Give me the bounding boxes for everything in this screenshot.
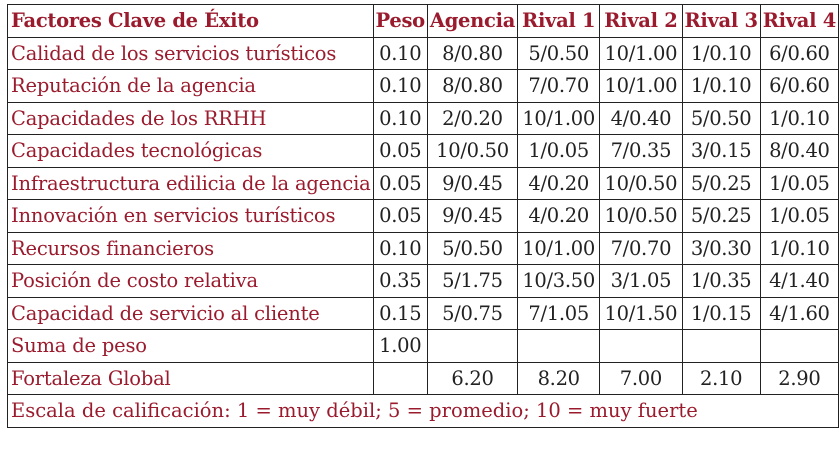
rival-4-cell: 1/0.05 bbox=[759, 199, 839, 233]
rival-3-cell: 5/0.50 bbox=[681, 101, 761, 135]
weight-cell: 0.05 bbox=[372, 199, 428, 233]
rival-3-cell: 1/0.10 bbox=[681, 36, 761, 70]
rival-2-cell: 10/0.50 bbox=[599, 166, 683, 200]
scale-note-row: Escala de calificación: 1 = muy débil; 5… bbox=[7, 394, 839, 428]
weight-cell: 0.10 bbox=[372, 36, 428, 70]
factor-label: Calidad de los servicios turísticos bbox=[7, 36, 374, 70]
rival-3-cell: 3/0.30 bbox=[681, 231, 761, 265]
rival-1-cell: 1/0.05 bbox=[517, 134, 601, 168]
agency-cell: 10/0.50 bbox=[426, 134, 519, 168]
table-row: Innovación en servicios turísticos 0.05 … bbox=[7, 199, 839, 233]
empty-cell bbox=[599, 329, 683, 363]
weight-cell: 0.10 bbox=[372, 69, 428, 103]
table-row: Capacidades tecnológicas 0.05 10/0.50 1/… bbox=[7, 134, 839, 168]
header-rival-2: Rival 2 bbox=[599, 4, 683, 38]
agency-cell: 5/0.50 bbox=[426, 231, 519, 265]
rival-3-cell: 1/0.10 bbox=[681, 69, 761, 103]
rival-3-cell: 5/0.25 bbox=[681, 199, 761, 233]
rival-2-total: 7.00 bbox=[599, 361, 683, 395]
header-weight: Peso bbox=[372, 4, 428, 38]
rival-2-cell: 3/1.05 bbox=[599, 264, 683, 298]
overall-strength-label: Fortaleza Global bbox=[7, 361, 374, 395]
rival-3-total: 2.10 bbox=[681, 361, 761, 395]
rival-2-cell: 10/1.00 bbox=[599, 36, 683, 70]
agency-cell: 8/0.80 bbox=[426, 69, 519, 103]
weight-cell: 0.05 bbox=[372, 134, 428, 168]
weight-cell: 0.35 bbox=[372, 264, 428, 298]
header-rival-3: Rival 3 bbox=[681, 4, 761, 38]
table-row: Capacidades de los RRHH 0.10 2/0.20 10/1… bbox=[7, 101, 839, 135]
rival-4-cell: 6/0.60 bbox=[759, 69, 839, 103]
header-agency: Agencia bbox=[426, 4, 519, 38]
table-row: Reputación de la agencia 0.10 8/0.80 7/0… bbox=[7, 69, 839, 103]
header-row: Factores Clave de Éxito Peso Agencia Riv… bbox=[7, 4, 839, 38]
factor-label: Reputación de la agencia bbox=[7, 69, 374, 103]
matrix-table: Factores Clave de Éxito Peso Agencia Riv… bbox=[7, 4, 839, 428]
scale-note: Escala de calificación: 1 = muy débil; 5… bbox=[7, 394, 839, 428]
agency-cell: 9/0.45 bbox=[426, 166, 519, 200]
agency-cell: 9/0.45 bbox=[426, 199, 519, 233]
table-row: Posición de costo relativa 0.35 5/1.75 1… bbox=[7, 264, 839, 298]
agency-cell: 5/0.75 bbox=[426, 296, 519, 330]
agency-cell: 2/0.20 bbox=[426, 101, 519, 135]
rival-1-cell: 7/1.05 bbox=[517, 296, 601, 330]
factor-label: Infraestructura edilicia de la agencia bbox=[7, 166, 374, 200]
rival-1-cell: 7/0.70 bbox=[517, 69, 601, 103]
rival-3-cell: 3/0.15 bbox=[681, 134, 761, 168]
rival-1-cell: 4/0.20 bbox=[517, 199, 601, 233]
header-rival-4: Rival 4 bbox=[759, 4, 839, 38]
rival-4-cell: 6/0.60 bbox=[759, 36, 839, 70]
rival-1-cell: 4/0.20 bbox=[517, 166, 601, 200]
header-rival-1: Rival 1 bbox=[517, 4, 601, 38]
factor-label: Recursos financieros bbox=[7, 231, 374, 265]
factor-label: Capacidad de servicio al cliente bbox=[7, 296, 374, 330]
empty-cell bbox=[759, 329, 839, 363]
empty-cell bbox=[426, 329, 519, 363]
empty-cell bbox=[681, 329, 761, 363]
rival-3-cell: 1/0.35 bbox=[681, 264, 761, 298]
rival-2-cell: 4/0.40 bbox=[599, 101, 683, 135]
rival-2-cell: 10/0.50 bbox=[599, 199, 683, 233]
weight-cell: 0.10 bbox=[372, 231, 428, 265]
factor-label: Capacidades tecnológicas bbox=[7, 134, 374, 168]
rival-4-cell: 1/0.10 bbox=[759, 101, 839, 135]
rival-2-cell: 10/1.00 bbox=[599, 69, 683, 103]
rival-2-cell: 10/1.50 bbox=[599, 296, 683, 330]
factor-label: Innovación en servicios turísticos bbox=[7, 199, 374, 233]
table-row: Calidad de los servicios turísticos 0.10… bbox=[7, 36, 839, 70]
empty-cell bbox=[372, 361, 428, 395]
rival-3-cell: 5/0.25 bbox=[681, 166, 761, 200]
weight-cell: 0.05 bbox=[372, 166, 428, 200]
rival-4-cell: 1/0.10 bbox=[759, 231, 839, 265]
rival-1-cell: 5/0.50 bbox=[517, 36, 601, 70]
rival-4-cell: 4/1.60 bbox=[759, 296, 839, 330]
rival-4-cell: 4/1.40 bbox=[759, 264, 839, 298]
weight-sum-row: Suma de peso 1.00 bbox=[7, 329, 839, 363]
weight-sum-label: Suma de peso bbox=[7, 329, 374, 363]
weight-sum-value: 1.00 bbox=[372, 329, 428, 363]
agency-total: 6.20 bbox=[426, 361, 519, 395]
rival-1-cell: 10/1.00 bbox=[517, 231, 601, 265]
rival-1-total: 8.20 bbox=[517, 361, 601, 395]
table-row: Capacidad de servicio al cliente 0.15 5/… bbox=[7, 296, 839, 330]
rival-2-cell: 7/0.35 bbox=[599, 134, 683, 168]
weight-cell: 0.15 bbox=[372, 296, 428, 330]
rival-3-cell: 1/0.15 bbox=[681, 296, 761, 330]
overall-strength-row: Fortaleza Global 6.20 8.20 7.00 2.10 2.9… bbox=[7, 361, 839, 395]
agency-cell: 5/1.75 bbox=[426, 264, 519, 298]
agency-cell: 8/0.80 bbox=[426, 36, 519, 70]
rival-1-cell: 10/3.50 bbox=[517, 264, 601, 298]
rival-4-cell: 8/0.40 bbox=[759, 134, 839, 168]
weight-cell: 0.10 bbox=[372, 101, 428, 135]
table-row: Recursos financieros 0.10 5/0.50 10/1.00… bbox=[7, 231, 839, 265]
rival-2-cell: 7/0.70 bbox=[599, 231, 683, 265]
rival-4-total: 2.90 bbox=[759, 361, 839, 395]
rival-4-cell: 1/0.05 bbox=[759, 166, 839, 200]
factor-label: Capacidades de los RRHH bbox=[7, 101, 374, 135]
rival-1-cell: 10/1.00 bbox=[517, 101, 601, 135]
factor-label: Posición de costo relativa bbox=[7, 264, 374, 298]
table-row: Infraestructura edilicia de la agencia 0… bbox=[7, 166, 839, 200]
empty-cell bbox=[517, 329, 601, 363]
header-factors: Factores Clave de Éxito bbox=[7, 4, 374, 38]
